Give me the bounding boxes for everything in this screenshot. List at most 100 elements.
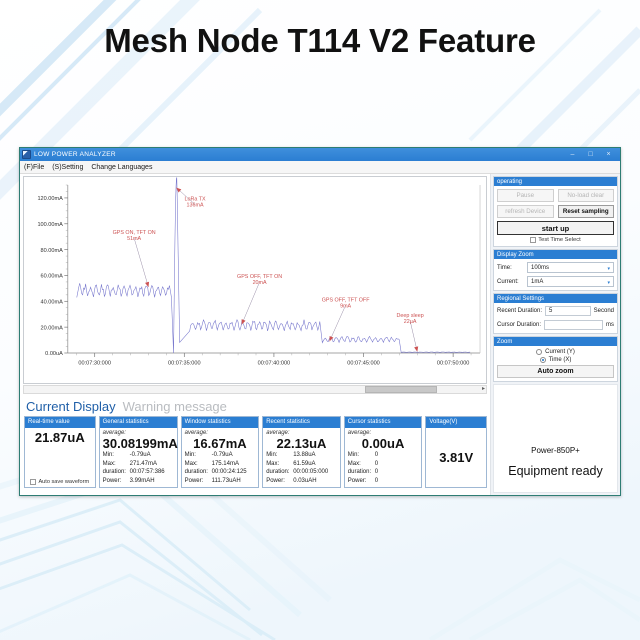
max-value: 0 bbox=[374, 460, 379, 467]
cursor-duration-unit: ms bbox=[606, 322, 614, 328]
group-title: operating bbox=[494, 177, 617, 186]
cursor-duration-label: Cursor Duration: bbox=[497, 322, 542, 328]
radio-button[interactable] bbox=[536, 349, 543, 355]
min-label: Min: bbox=[266, 452, 278, 458]
svg-text:9mA: 9mA bbox=[340, 303, 351, 309]
warning-message-label: Warning message bbox=[122, 399, 227, 414]
auto-zoom-button[interactable]: Auto zoom bbox=[497, 365, 614, 378]
group-display-zoom: Display Zoom Time: 100ms ▾ Current: 1mA bbox=[493, 249, 618, 291]
recent-duration-input[interactable]: 5 bbox=[545, 306, 591, 316]
scroll-right-arrow[interactable]: ▸ bbox=[481, 386, 485, 392]
menu-item-change-languages[interactable]: Change Languages bbox=[91, 163, 153, 171]
min-label: Min: bbox=[102, 452, 114, 458]
card-voltage: Voltage(V) 3.81V bbox=[425, 416, 488, 488]
min-value: -0.79uA bbox=[129, 452, 151, 458]
real-time-value: 21.87uA bbox=[34, 430, 85, 445]
time-label: Time: bbox=[497, 264, 512, 271]
group-zoom: Zoom Current (Y) Time (X) Auto zoom bbox=[493, 336, 618, 382]
svg-text:GPS OFF, TFT ON: GPS OFF, TFT ON bbox=[237, 274, 282, 280]
page-title: Mesh Node T114 V2 Feature bbox=[104, 22, 536, 59]
device-status-message: Equipment ready bbox=[508, 464, 603, 478]
card-title: Window statistics bbox=[181, 417, 259, 428]
maximize-button[interactable]: □ bbox=[588, 151, 593, 158]
min-value: 0 bbox=[374, 452, 379, 458]
svg-text:80.00mA: 80.00mA bbox=[41, 248, 64, 254]
card-title: General statistics bbox=[99, 417, 177, 428]
card-title: Voltage(V) bbox=[426, 417, 487, 428]
start-up-button[interactable]: start up bbox=[497, 221, 614, 235]
max-value: 61.59uA bbox=[293, 460, 316, 467]
max-label: Max: bbox=[184, 460, 198, 467]
window-title: LOW POWER ANALYZER bbox=[34, 151, 116, 158]
average-value: 30.08199mA bbox=[102, 436, 178, 451]
app-logo-icon bbox=[22, 150, 31, 159]
pause-button[interactable]: Pause bbox=[497, 189, 554, 202]
menu-item-setting[interactable]: (S)Setting bbox=[52, 163, 84, 171]
menu-item-file[interactable]: (F)File bbox=[24, 163, 45, 171]
scroll-thumb[interactable] bbox=[365, 386, 437, 393]
current-waveform-chart[interactable]: 120.00mA 100.00mA 80.00mA 60.00mA 40.00mA 20.… bbox=[23, 176, 487, 384]
min-label: Min: bbox=[184, 452, 196, 458]
test-time-select-checkbox[interactable]: Test Time Select bbox=[497, 237, 614, 243]
main-content: 120.00mA 100.00mA 80.00mA 60.00mA 40.00mA 20.… bbox=[20, 174, 490, 495]
average-label: average: bbox=[347, 430, 372, 436]
card-title: Real-time value bbox=[25, 417, 95, 428]
svg-text:136mA: 136mA bbox=[187, 202, 204, 208]
control-panel: operating Pause No-load clear refresh De… bbox=[490, 174, 620, 495]
duration-value: 00:00:05:000 bbox=[293, 469, 329, 475]
chevron-down-icon: ▾ bbox=[607, 265, 610, 272]
refresh-device-button[interactable]: refresh Device bbox=[497, 205, 554, 218]
minimize-button[interactable]: – bbox=[570, 151, 575, 158]
duration-value: 00:00:24:125 bbox=[211, 469, 247, 475]
svg-text:GPS OFF, TFT OFF: GPS OFF, TFT OFF bbox=[322, 297, 370, 303]
min-value: 13.88uA bbox=[293, 452, 316, 458]
no-load-clear-button[interactable]: No-load clear bbox=[557, 189, 614, 202]
average-label: average: bbox=[184, 430, 208, 436]
menubar: (F)File (S)Setting Change Languages bbox=[20, 161, 620, 174]
power-label: Power: bbox=[266, 477, 285, 484]
svg-text:20.00mA: 20.00mA bbox=[41, 325, 64, 331]
cursor-duration-input[interactable] bbox=[544, 320, 603, 330]
svg-text:00:07:50:000: 00:07:50:000 bbox=[437, 360, 470, 366]
reset-sampling-button[interactable]: Reset sampling bbox=[557, 205, 614, 218]
svg-text:120.00mA: 120.00mA bbox=[37, 196, 63, 202]
group-title: Display Zoom bbox=[494, 250, 617, 259]
svg-text:51mA: 51mA bbox=[127, 236, 141, 242]
scroll-track[interactable] bbox=[23, 385, 487, 394]
svg-text:00:07:40:000: 00:07:40:000 bbox=[258, 360, 291, 366]
group-regional-settings: Regional Settings Recent Duration: 5 Sec… bbox=[493, 293, 618, 334]
average-value: 0.00uA bbox=[361, 436, 405, 451]
svg-text:0.00uA: 0.00uA bbox=[45, 351, 63, 357]
power-value: 0.03uAH bbox=[293, 477, 317, 484]
duration-value: 0 bbox=[374, 469, 379, 475]
waveform-plot[interactable]: 120.00mA 100.00mA 80.00mA 60.00mA 40.00mA 20.… bbox=[24, 177, 486, 383]
chevron-down-icon: ▾ bbox=[607, 279, 610, 286]
card-general-statistics: General statistics average: 30.08199mA M… bbox=[98, 416, 178, 488]
current-zoom-select[interactable]: 1mA ▾ bbox=[527, 276, 614, 287]
window-controls: – □ × bbox=[568, 150, 618, 159]
stats-header: Current Display Warning message bbox=[20, 395, 490, 416]
min-label: Min: bbox=[347, 452, 360, 458]
average-value: 22.13uA bbox=[276, 436, 327, 451]
chart-hscrollbar[interactable]: ▸ bbox=[23, 385, 487, 395]
radio-time-x[interactable]: Time (X) bbox=[497, 357, 614, 363]
svg-text:00:07:30:000: 00:07:30:000 bbox=[78, 360, 111, 366]
time-zoom-select[interactable]: 100ms ▾ bbox=[527, 262, 614, 273]
power-label: Power: bbox=[102, 477, 122, 484]
radio-button[interactable] bbox=[539, 357, 546, 363]
checkbox-box[interactable] bbox=[530, 237, 537, 243]
max-value: 271.47mA bbox=[129, 460, 157, 467]
radio-current-y[interactable]: Current (Y) bbox=[497, 349, 614, 355]
svg-text:20mA: 20mA bbox=[253, 280, 267, 286]
checkbox-box[interactable] bbox=[30, 479, 37, 485]
auto-save-waveform-checkbox[interactable]: Auto save waveform bbox=[30, 479, 89, 485]
duration-value: 00:07:57:386 bbox=[129, 469, 165, 475]
duration-label: duration: bbox=[347, 469, 372, 475]
radio-label: Time (X) bbox=[548, 357, 572, 363]
duration-label: duration: bbox=[266, 469, 290, 475]
min-value: -0.79uA bbox=[211, 452, 233, 458]
average-label: average: bbox=[266, 430, 290, 436]
card-title: Recent statistics bbox=[263, 417, 340, 428]
close-button[interactable]: × bbox=[606, 151, 611, 158]
max-value: 175.14mA bbox=[211, 460, 239, 467]
